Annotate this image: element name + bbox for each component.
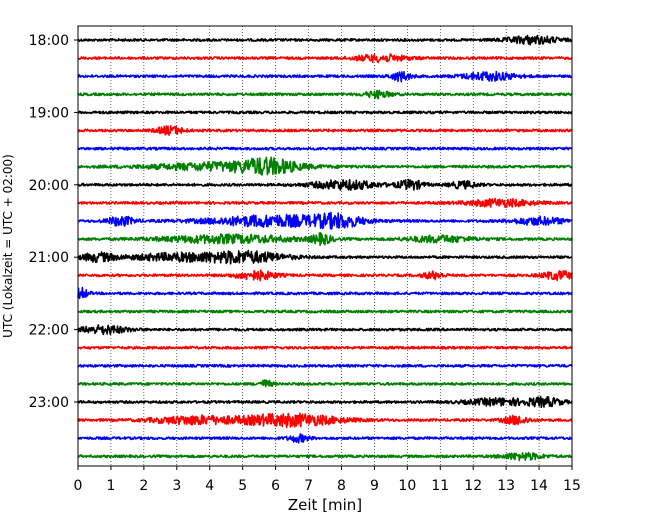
trace-1945 <box>77 156 573 176</box>
x-tick-label: 13 <box>497 478 515 494</box>
trace-2245 <box>77 379 573 388</box>
trace-1915 <box>77 125 573 136</box>
trace-1830 <box>77 70 573 83</box>
plot-frame <box>77 25 573 467</box>
y-tick-label: 21:00 <box>29 250 69 266</box>
x-tick-label: 0 <box>74 478 83 494</box>
trace-1800 <box>77 34 573 46</box>
trace-2030 <box>77 211 573 230</box>
trace-2115 <box>77 269 573 282</box>
trace-2300 <box>77 395 573 409</box>
y-tick-label: 23:00 <box>29 395 69 411</box>
y-tick-label: 20:00 <box>29 178 69 194</box>
x-tick-label: 15 <box>563 478 581 494</box>
y-axis: 18:00 19:00 20:00 21:00 22:00 23:00 <box>29 33 78 411</box>
trace-1845 <box>77 89 573 100</box>
x-axis-label: Zeit [min] <box>288 496 362 514</box>
x-tick-label: 6 <box>271 478 280 494</box>
trace-2045 <box>77 232 573 247</box>
x-tick-label: 8 <box>337 478 346 494</box>
x-tick-label: 11 <box>431 478 449 494</box>
trace-2230 <box>77 363 573 368</box>
x-tick-label: 9 <box>370 478 379 494</box>
trace-2345 <box>77 451 573 462</box>
trace-2100 <box>77 249 573 265</box>
x-tick-label: 3 <box>172 478 181 494</box>
trace-2145 <box>77 309 573 314</box>
x-tick-label: 2 <box>139 478 148 494</box>
trace-2200 <box>77 324 573 336</box>
trace-1815 <box>77 53 573 64</box>
y-tick-label: 18:00 <box>29 33 69 49</box>
x-axis: 0 1 2 3 4 5 6 7 8 9 10 11 12 13 14 15 <box>74 466 581 494</box>
x-tick-label: 14 <box>530 478 548 494</box>
x-tick-label: 7 <box>304 478 313 494</box>
x-tick-label: 5 <box>238 478 247 494</box>
x-tick-label: 1 <box>106 478 115 494</box>
x-tick-label: 10 <box>398 478 416 494</box>
trace-1900 <box>77 110 573 115</box>
trace-2130 <box>77 286 573 300</box>
x-tick-label: 12 <box>464 478 482 494</box>
grid-lines <box>110 26 540 466</box>
trace-group <box>77 34 573 462</box>
y-axis-label: UTC (Lokalzeit = UTC + 02:00) <box>1 154 15 338</box>
trace-1930 <box>77 146 573 151</box>
trace-2215 <box>77 345 573 350</box>
trace-2015 <box>77 197 573 208</box>
y-tick-label: 22:00 <box>29 323 69 339</box>
trace-2315 <box>77 412 573 429</box>
trace-2330 <box>77 433 573 444</box>
trace-2000 <box>77 178 573 191</box>
y-tick-label: 19:00 <box>29 105 69 121</box>
x-tick-label: 4 <box>205 478 214 494</box>
